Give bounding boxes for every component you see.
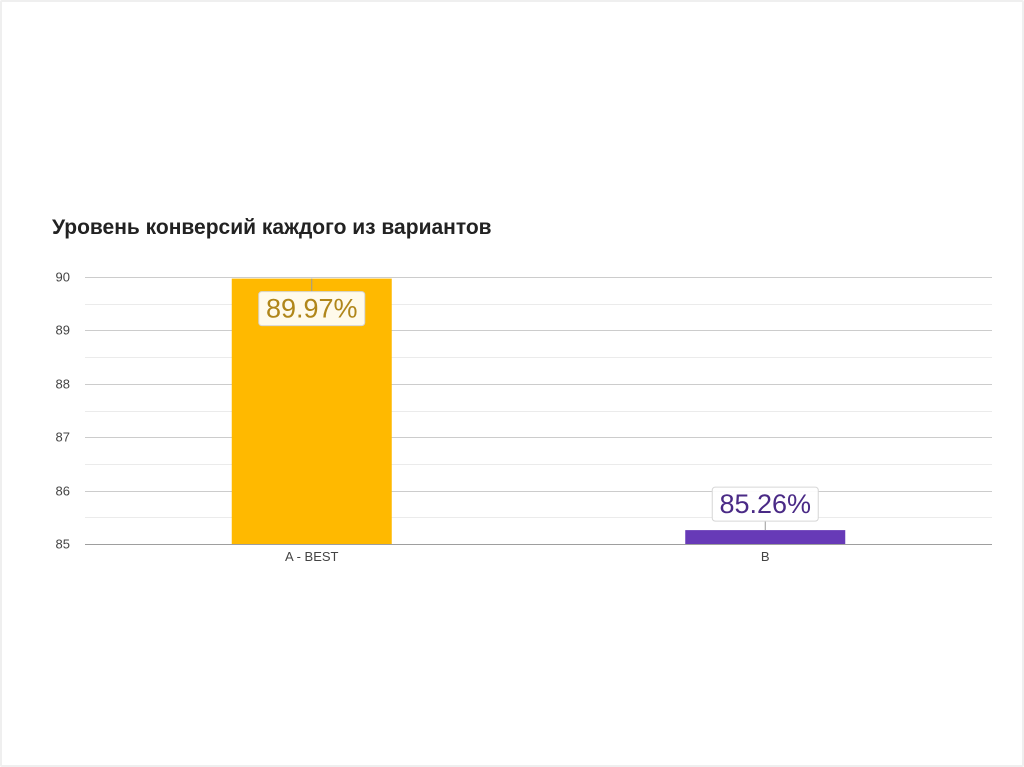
y-axis-ticks: 90 89 88 87 86 85 <box>56 270 70 552</box>
y-tick-label: 88 <box>56 377 70 392</box>
data-label-box <box>258 291 366 327</box>
x-axis-labels: A - BEST B <box>285 549 770 564</box>
y-tick-label: 85 <box>56 537 70 552</box>
data-label: 89.97% <box>266 294 358 324</box>
chart-title: Уровень конверсий каждого из вариантов <box>52 216 492 239</box>
y-tick-label: 90 <box>56 270 70 285</box>
data-label: 85.26% <box>719 489 811 519</box>
bar <box>685 530 846 544</box>
data-labels: 89.97% 85.26% <box>258 278 819 531</box>
y-tick-label: 86 <box>56 484 70 499</box>
y-tick-label: 87 <box>56 430 70 445</box>
y-tick-label: 89 <box>56 323 70 338</box>
x-tick-label: B <box>761 549 770 564</box>
gridlines <box>85 277 992 545</box>
x-tick-label: A - BEST <box>285 549 339 564</box>
data-label-box <box>711 486 819 522</box>
